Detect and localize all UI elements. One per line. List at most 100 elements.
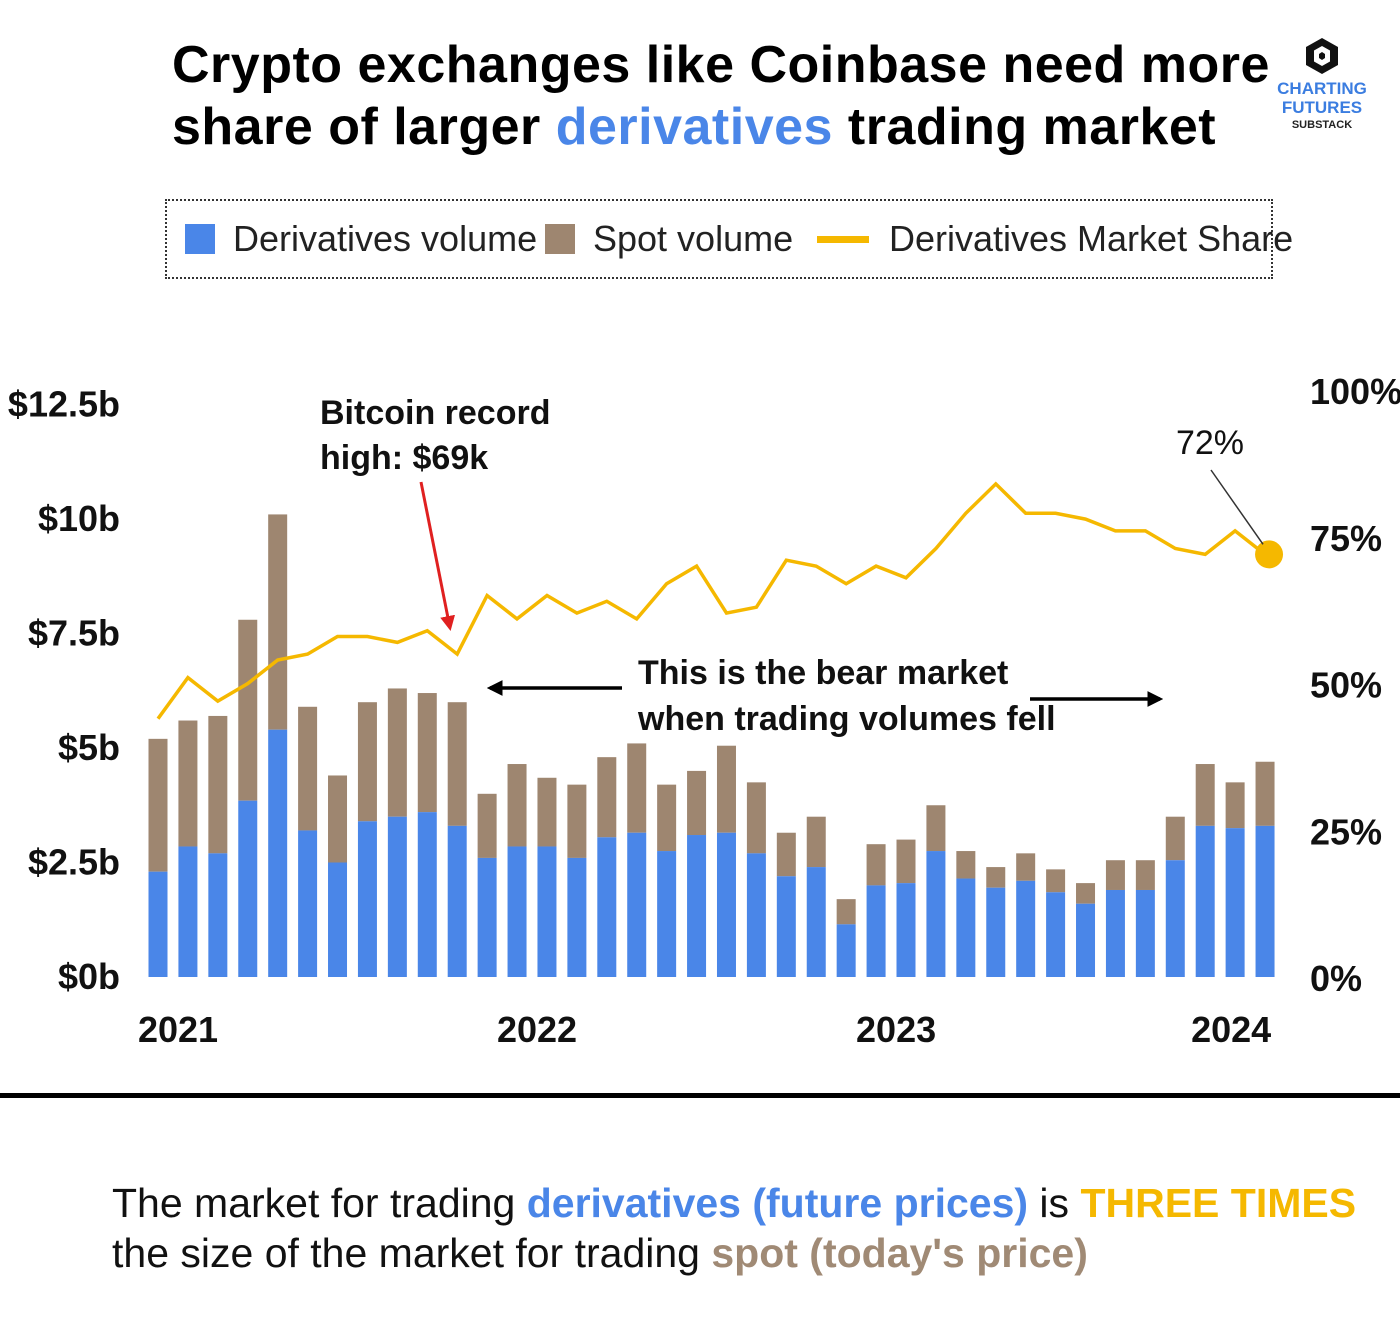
btc-annotation-line1: Bitcoin record <box>320 394 550 432</box>
bar-derivatives <box>597 837 617 977</box>
bar-spot <box>1016 853 1036 881</box>
btc-annotation: Bitcoin record high: $69k <box>320 394 550 631</box>
bar-spot <box>567 784 587 858</box>
bar-derivatives <box>328 862 348 977</box>
bar-derivatives <box>298 830 318 977</box>
bar-spot <box>896 839 916 884</box>
bar-derivatives <box>178 846 198 977</box>
chart-title: Crypto exchanges like Coinbase need more… <box>172 36 1270 156</box>
bar-derivatives <box>268 729 288 977</box>
bar-spot <box>477 793 497 858</box>
bar-spot <box>926 805 946 852</box>
bar-spot <box>298 706 318 831</box>
bar-spot <box>1165 816 1185 861</box>
bar-derivatives <box>1046 892 1066 977</box>
legend: Derivatives volume Spot volume Derivativ… <box>165 199 1293 279</box>
chart-area: $0b $2.5b $5b $7.5b $10b $12.5b 0% 25% 50% 75% 10… <box>8 371 1400 1050</box>
legend-item-spot: Spot volume <box>545 201 793 277</box>
bar-derivatives <box>836 924 856 977</box>
bar-spot <box>387 688 407 817</box>
bar-derivatives <box>357 821 377 977</box>
bar-derivatives <box>716 832 736 977</box>
last-value-label: 72% <box>1176 424 1244 462</box>
bar-spot <box>1076 883 1096 904</box>
legend-swatch-share <box>817 235 869 243</box>
legend-swatch-spot <box>545 224 575 254</box>
right-axis-tick-label: 50% <box>1310 665 1382 706</box>
hexagon-logo-icon <box>1306 38 1338 74</box>
x-axis-tick-label: 2021 <box>138 1009 218 1050</box>
share-line <box>156 481 1267 720</box>
bar-derivatives <box>926 851 946 977</box>
share-last-point <box>1255 540 1284 569</box>
right-axis-tick-label: 0% <box>1310 958 1362 999</box>
legend-item-derivatives: Derivatives volume <box>185 201 537 277</box>
bar-spot <box>148 738 168 872</box>
bar-derivatives <box>208 853 228 977</box>
bar-derivatives <box>537 846 557 977</box>
bar-spot <box>836 899 856 925</box>
bar-derivatives <box>477 857 497 977</box>
bar-spot <box>537 777 557 847</box>
bar-spot <box>1135 860 1155 890</box>
bar-derivatives <box>507 846 527 977</box>
bar-spot <box>746 782 766 854</box>
bar-derivatives <box>1165 860 1185 977</box>
x-axis-tick-label: 2024 <box>1191 1009 1271 1050</box>
bar-derivatives <box>1076 903 1096 977</box>
bar-derivatives <box>866 885 886 977</box>
bar-spot <box>1225 782 1245 829</box>
x-axis-tick-label: 2023 <box>856 1009 936 1050</box>
bear-annotation-line1: This is the bear market <box>638 654 1008 692</box>
bear-annotation: This is the bear market when trading vol… <box>486 654 1164 738</box>
bar-spot <box>716 745 736 833</box>
bar-derivatives <box>1255 825 1275 977</box>
bar-spot <box>1046 869 1066 893</box>
share-line-series <box>156 481 1284 720</box>
legend-label-spot: Spot volume <box>593 218 794 259</box>
bar-spot <box>1255 761 1275 826</box>
last-value-annotation: 72% <box>1176 424 1264 545</box>
bar-derivatives <box>746 853 766 977</box>
caption-derivatives: derivatives (future prices) <box>526 1180 1029 1226</box>
left-axis-tick-label: $5b <box>58 727 120 768</box>
legend-label-derivatives: Derivatives volume <box>233 218 538 259</box>
x-axis-tick-label: 2022 <box>497 1009 577 1050</box>
bar-spot <box>507 764 527 847</box>
bar-derivatives <box>687 835 707 977</box>
caption-spot: spot (today's price) <box>711 1230 1088 1276</box>
right-axis-tick-label: 75% <box>1310 518 1382 559</box>
btc-annotation-line2: high: $69k <box>320 439 488 477</box>
brand-line3: SUBSTACK <box>1291 119 1353 131</box>
bar-derivatives <box>806 867 826 977</box>
bar-spot <box>178 720 198 847</box>
legend-item-share: Derivatives Market Share <box>817 201 1293 277</box>
bar-spot <box>687 770 707 836</box>
caption: The market for trading derivatives (futu… <box>112 1178 1382 1278</box>
btc-arrow <box>419 481 456 631</box>
bar-spot <box>447 702 467 826</box>
left-axis-tick-label: $10b <box>38 498 120 539</box>
bar-derivatives <box>776 876 796 977</box>
bear-annotation-line2: when trading volumes fell <box>637 700 1056 738</box>
bar-derivatives <box>896 883 916 977</box>
bar-derivatives <box>417 812 437 977</box>
bar-spot <box>597 757 617 838</box>
bar-spot <box>238 619 258 801</box>
legend-swatch-derivatives <box>185 224 215 254</box>
bar-spot <box>866 844 886 886</box>
bar-series <box>148 514 1275 977</box>
bar-spot <box>657 784 677 852</box>
bar-derivatives <box>148 871 168 977</box>
last-value-leader <box>1210 469 1264 545</box>
left-axis-tick-label: $0b <box>58 956 120 997</box>
bar-derivatives <box>956 878 976 977</box>
bar-spot <box>328 775 348 863</box>
right-axis: 0% 25% 50% 75% 100% <box>1310 371 1400 999</box>
x-axis: 2021 2022 2023 2024 <box>138 1009 1271 1050</box>
title-highlight: derivatives <box>555 98 833 156</box>
bar-spot <box>1105 860 1125 890</box>
bar-derivatives <box>627 832 647 977</box>
caption-line2: the size of the market for trading spot … <box>112 1230 1088 1276</box>
bar-derivatives <box>567 857 587 977</box>
